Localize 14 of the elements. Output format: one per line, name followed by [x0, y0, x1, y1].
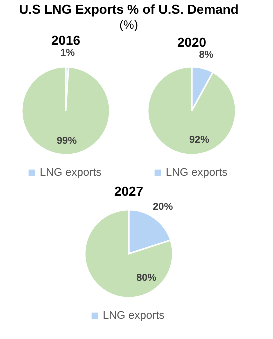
data-label: 80%: [136, 273, 157, 284]
text: (%): [120, 18, 138, 32]
chart-title: 2027: [114, 184, 144, 199]
data-label: 8%: [199, 50, 214, 61]
data-label: 20%: [153, 202, 174, 214]
legend-label: LNG exports: [103, 310, 166, 322]
chart-title: 2016: [52, 33, 80, 48]
legend-label: LNG exports: [40, 167, 102, 179]
data-label: 1%: [60, 48, 76, 60]
text: U.S LNG Exports % of U.S. Demand: [19, 2, 239, 18]
data-label: 92%: [189, 134, 210, 146]
data-label: 99%: [56, 136, 78, 147]
legend-label: LNG exports: [166, 167, 228, 179]
chart-title: 2020: [178, 34, 206, 50]
